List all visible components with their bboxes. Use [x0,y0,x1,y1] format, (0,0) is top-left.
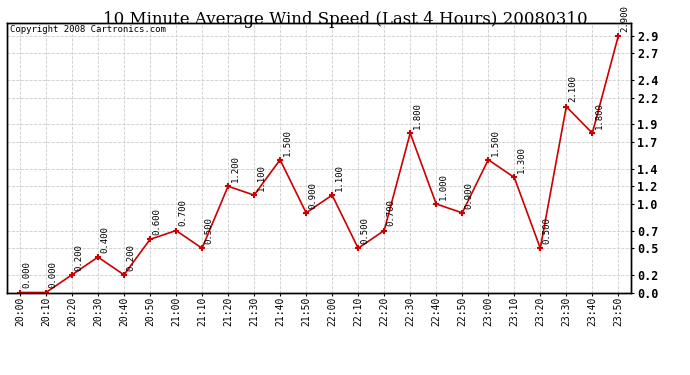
Text: 0.500: 0.500 [543,217,552,244]
Text: 0.200: 0.200 [126,244,135,271]
Text: 0.900: 0.900 [464,182,473,209]
Text: 1.500: 1.500 [491,129,500,156]
Text: 0.900: 0.900 [308,182,317,209]
Text: 0.000: 0.000 [22,261,31,288]
Text: 1.100: 1.100 [257,164,266,191]
Text: 0.400: 0.400 [101,226,110,253]
Text: 0.600: 0.600 [152,209,161,235]
Text: 1.200: 1.200 [230,155,239,182]
Text: 10 Minute Average Wind Speed (Last 4 Hours) 20080310: 10 Minute Average Wind Speed (Last 4 Hou… [103,11,587,28]
Text: 1.100: 1.100 [335,164,344,191]
Text: 0.700: 0.700 [179,200,188,226]
Text: 1.500: 1.500 [282,129,292,156]
Text: Copyright 2008 Cartronics.com: Copyright 2008 Cartronics.com [10,25,166,34]
Text: 0.500: 0.500 [204,217,213,244]
Text: 2.900: 2.900 [621,5,630,32]
Text: 0.700: 0.700 [386,200,395,226]
Text: 0.000: 0.000 [48,261,57,288]
Text: 0.200: 0.200 [75,244,83,271]
Text: 0.500: 0.500 [361,217,370,244]
Text: 2.100: 2.100 [569,75,578,102]
Text: 1.300: 1.300 [517,146,526,173]
Text: 1.800: 1.800 [595,102,604,129]
Text: 1.800: 1.800 [413,102,422,129]
Text: 1.000: 1.000 [439,173,448,200]
